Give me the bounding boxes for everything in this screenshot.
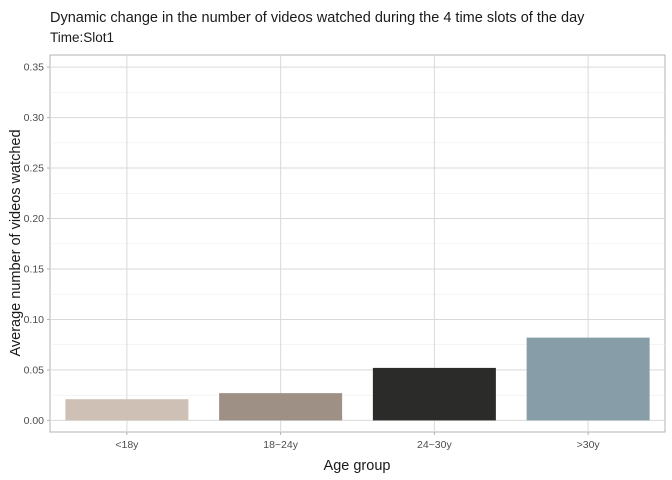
y-tick-label: 0.25 (24, 163, 45, 175)
chart-subtitle: Time:Slot1 (50, 30, 114, 45)
y-tick-label: 0.20 (24, 213, 45, 225)
bars (65, 337, 650, 421)
x-axis-title: Age group (324, 458, 391, 474)
bar-3 (526, 337, 650, 421)
chart-title: Dynamic change in the number of videos w… (50, 10, 585, 26)
x-axis-ticks: <18y 18~24y 24~30y >30y (115, 432, 600, 451)
y-tick-label: 0.00 (24, 415, 45, 427)
bar-2 (372, 367, 496, 421)
y-tick-label: 0.35 (24, 62, 45, 74)
x-tick-label: 18~24y (263, 439, 298, 451)
bar-1 (219, 393, 343, 421)
y-tick-label: 0.10 (24, 314, 45, 326)
x-tick-label: >30y (577, 439, 601, 451)
y-tick-label: 0.15 (24, 263, 45, 275)
bar-0 (65, 399, 189, 421)
y-axis-title: Average number of videos watched (8, 129, 24, 356)
x-tick-label: 24~30y (417, 439, 452, 451)
y-tick-label: 0.30 (24, 112, 45, 124)
y-axis-ticks: 0.00 0.05 0.10 0.15 0.20 0.25 0.30 0.35 (24, 62, 50, 427)
y-tick-label: 0.05 (24, 364, 45, 376)
x-tick-label: <18y (115, 439, 139, 451)
